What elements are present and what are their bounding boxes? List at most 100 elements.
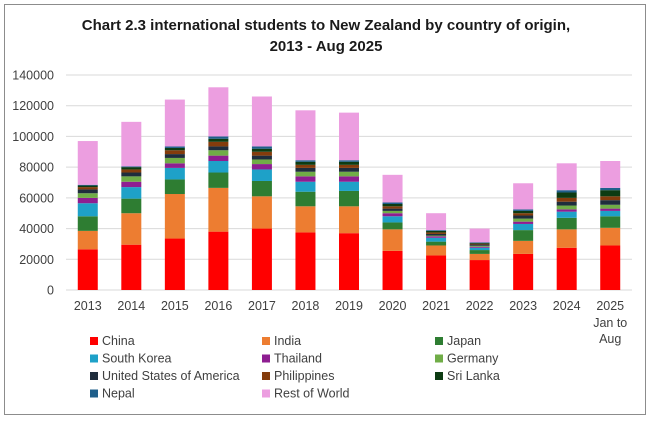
- bar-segment: [469, 246, 490, 248]
- bar-segment: [382, 222, 403, 230]
- bar-segment: [426, 241, 447, 246]
- bar-segment: [513, 223, 534, 231]
- x-tick-label: 2020: [379, 299, 407, 313]
- legend-swatch: [90, 372, 98, 380]
- y-tick-label: 140000: [12, 69, 54, 83]
- x-tick-label: 2021: [422, 299, 450, 313]
- bar-segment: [164, 147, 185, 151]
- y-axis: 0 20000 40000 60000 80000 100000 120000 140000: [12, 69, 54, 298]
- bar-segment: [121, 167, 142, 170]
- bar-segment: [513, 215, 534, 219]
- bar-segment: [164, 99, 185, 147]
- bar-segment: [77, 203, 98, 217]
- bar-segment: [164, 194, 185, 239]
- legend-label: Philippines: [274, 369, 334, 383]
- bar-segment: [600, 210, 621, 217]
- y-tick-label: 0: [47, 284, 54, 298]
- bar-segment: [382, 208, 403, 211]
- bar-segment: [556, 247, 577, 290]
- x-tick-label: 2016: [204, 299, 232, 313]
- bar-segment: [469, 228, 490, 243]
- legend-label: Thailand: [274, 352, 322, 366]
- legend-label: United States of America: [102, 369, 240, 383]
- bar-segment: [295, 167, 316, 172]
- bar-segment: [556, 217, 577, 230]
- bar-segment: [339, 167, 359, 172]
- bar-segment: [600, 200, 621, 205]
- bar-segment: [121, 198, 142, 214]
- bar-segment: [251, 164, 272, 170]
- bar-segment: [121, 244, 142, 290]
- bar-segment: [556, 190, 577, 193]
- bar-segment: [77, 189, 98, 194]
- bar-segment: [382, 204, 403, 207]
- bar-segment: [382, 206, 403, 209]
- y-tick-label: 80000: [19, 161, 54, 175]
- chart-title-line-1: Chart 2.3 international students to New …: [82, 17, 570, 34]
- x-tick-label: 2015: [161, 299, 189, 313]
- bar-segment: [513, 209, 534, 211]
- bar-segment: [251, 155, 272, 160]
- bar-segment: [339, 171, 359, 177]
- y-tick-label: 60000: [19, 191, 54, 205]
- bar-segment: [208, 161, 229, 173]
- bar-segment: [426, 233, 447, 236]
- bar-segment: [382, 229, 403, 251]
- bar-segment: [382, 202, 403, 204]
- bar-segment: [469, 242, 490, 243]
- bar-segment: [600, 216, 621, 228]
- legend: China India Japan South Korea Thailand German…: [90, 334, 500, 401]
- bar-segment: [469, 253, 490, 261]
- bar-segment: [295, 181, 316, 192]
- bar-segment: [469, 243, 490, 245]
- legend-swatch: [90, 354, 98, 363]
- x-axis: 2013 2014 2015 2016 2017 2018 2019 2020 2021 2022…: [74, 299, 627, 346]
- bar-segment: [251, 169, 272, 181]
- bar-segment: [426, 236, 447, 238]
- bar-segment: [295, 206, 316, 233]
- bar-segment: [121, 121, 142, 167]
- bar-segment: [556, 209, 577, 212]
- bar-segment: [295, 232, 316, 290]
- bar-segment: [556, 229, 577, 248]
- bar-segment: [339, 206, 359, 234]
- x-tick-label: 2017: [248, 299, 276, 313]
- bar-segment: [251, 159, 272, 165]
- bar-segment: [469, 243, 490, 244]
- bar-segment: [339, 160, 359, 162]
- bar-segment: [164, 154, 185, 158]
- bar-segment: [251, 96, 272, 147]
- bar-segment: [208, 155, 229, 162]
- bar-segment: [513, 221, 534, 224]
- bar-segment: [251, 228, 272, 290]
- legend-swatch: [262, 354, 270, 363]
- bar-segment: [600, 187, 621, 191]
- bar-segment: [600, 161, 621, 188]
- x-tick-label: 2014: [117, 299, 145, 313]
- bar-segment: [295, 160, 316, 162]
- bar-segment: [121, 213, 142, 245]
- bar-segment: [164, 163, 185, 168]
- bar-segment: [121, 172, 142, 177]
- bar-segment: [77, 141, 98, 185]
- bar-segment: [556, 192, 577, 198]
- bar-segment: [339, 233, 359, 290]
- bar-segment: [295, 161, 316, 165]
- legend-swatch: [435, 354, 443, 363]
- bar-segment: [339, 181, 359, 191]
- bar-segment: [208, 172, 229, 188]
- bar-segment: [513, 183, 534, 210]
- bar-segment: [382, 213, 403, 217]
- legend-swatch: [435, 337, 443, 345]
- bar-segment: [556, 211, 577, 218]
- bar-segment: [426, 237, 447, 242]
- y-tick-label: 100000: [12, 130, 54, 144]
- bar-segment: [77, 216, 98, 231]
- bar-segment: [121, 169, 142, 173]
- bar-segment: [426, 230, 447, 231]
- legend-swatch: [90, 337, 98, 345]
- bar-segment: [121, 181, 142, 188]
- bar-segment: [556, 163, 577, 191]
- x-tick-label: 2025: [596, 299, 624, 313]
